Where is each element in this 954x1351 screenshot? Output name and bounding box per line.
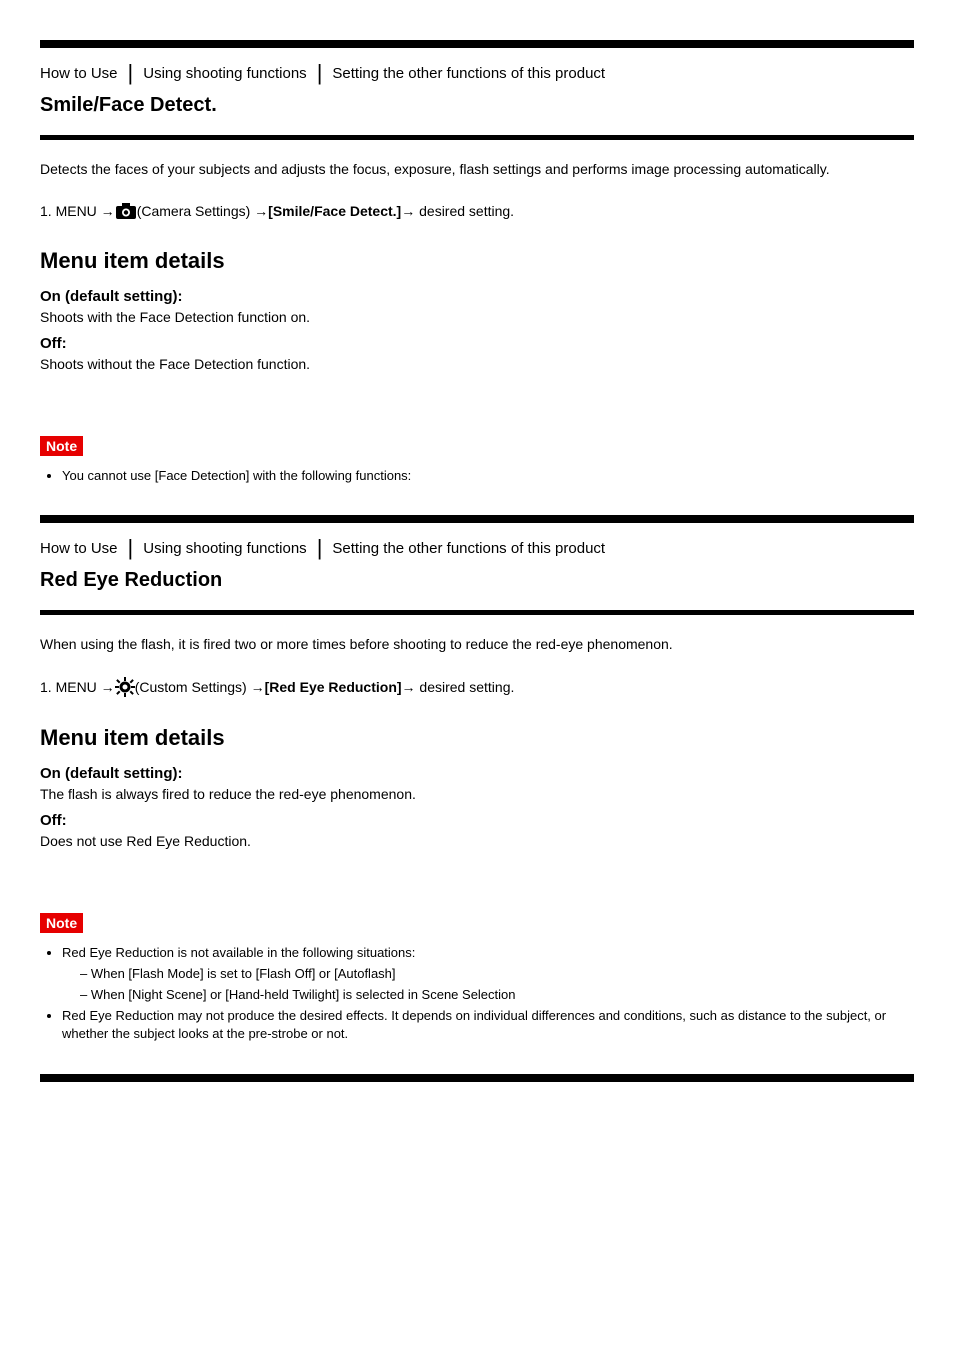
menu-item-details-heading: Menu item details [40, 248, 914, 274]
note-list: You cannot use [Face Detection] with the… [40, 467, 914, 485]
camera-icon [115, 202, 137, 220]
breadcrumb-separator: | [317, 60, 323, 86]
divider-thick [40, 515, 914, 523]
breadcrumb: How to Use | Using shooting functions | … [40, 60, 914, 86]
option-term: Off: [40, 812, 914, 829]
section-description: Detects the faces of your subjects and a… [40, 160, 914, 180]
breadcrumb-part: Setting the other functions of this prod… [332, 65, 605, 82]
option-term: On (default setting): [40, 765, 914, 782]
breadcrumb-part: Using shooting functions [143, 540, 306, 557]
breadcrumb-separator: | [128, 535, 134, 561]
step-text: 1. MENU → [40, 679, 115, 695]
step-menu-item: [Red Eye Reduction] [265, 679, 402, 695]
menu-path-step: 1. MENU → [40, 677, 914, 697]
breadcrumb-separator: | [317, 535, 323, 561]
breadcrumb-separator: | [128, 60, 134, 86]
step-text: → desired setting. [401, 203, 514, 219]
divider-medium [40, 135, 914, 140]
note-item: Red Eye Reduction may not produce the de… [62, 1007, 914, 1043]
divider-medium [40, 610, 914, 615]
note-badge: Note [40, 913, 83, 933]
breadcrumb-part: How to Use [40, 540, 118, 557]
section-description: When using the flash, it is fired two or… [40, 635, 914, 655]
option-body: The flash is always fired to reduce the … [40, 786, 914, 802]
section-title: Red Eye Reduction [40, 569, 222, 591]
note-item: You cannot use [Face Detection] with the… [62, 467, 914, 485]
section-title-row: Red Eye Reduction [40, 569, 914, 592]
step-menu-item: [Smile/Face Detect.] [268, 203, 401, 219]
section-red-eye: How to Use | Using shooting functions | … [40, 515, 914, 1044]
breadcrumb: How to Use | Using shooting functions | … [40, 535, 914, 561]
step-text: 1. MENU → [40, 203, 115, 219]
breadcrumb-part: Setting the other functions of this prod… [332, 540, 605, 557]
menu-path-step: 1. MENU → (Camera Settings) → [Smile/Fac… [40, 202, 914, 220]
section-title: Smile/Face Detect. [40, 94, 217, 116]
breadcrumb-part: How to Use [40, 65, 118, 82]
step-text: (Custom Settings) → [135, 679, 265, 695]
divider-thick [40, 40, 914, 48]
step-text: → desired setting. [402, 679, 515, 695]
note-item-text: Red Eye Reduction is not available in th… [62, 945, 415, 960]
option-body: Shoots without the Face Detection functi… [40, 356, 914, 372]
note-subitem: When [Night Scene] or [Hand-held Twiligh… [80, 986, 914, 1004]
section-title-row: Smile/Face Detect. [40, 94, 914, 117]
gear-icon [115, 677, 135, 697]
step-text: (Camera Settings) → [137, 203, 268, 219]
menu-item-details-heading: Menu item details [40, 725, 914, 751]
divider-thick [40, 1074, 914, 1082]
option-term: Off: [40, 335, 914, 352]
note-list: Red Eye Reduction is not available in th… [40, 944, 914, 1044]
option-body: Shoots with the Face Detection function … [40, 309, 914, 325]
note-subitem: When [Flash Mode] is set to [Flash Off] … [80, 965, 914, 983]
section-face-detect: How to Use | Using shooting functions | … [40, 40, 914, 485]
breadcrumb-part: Using shooting functions [143, 65, 306, 82]
option-body: Does not use Red Eye Reduction. [40, 833, 914, 849]
note-item: Red Eye Reduction is not available in th… [62, 944, 914, 1005]
note-badge: Note [40, 436, 83, 456]
option-term: On (default setting): [40, 288, 914, 305]
